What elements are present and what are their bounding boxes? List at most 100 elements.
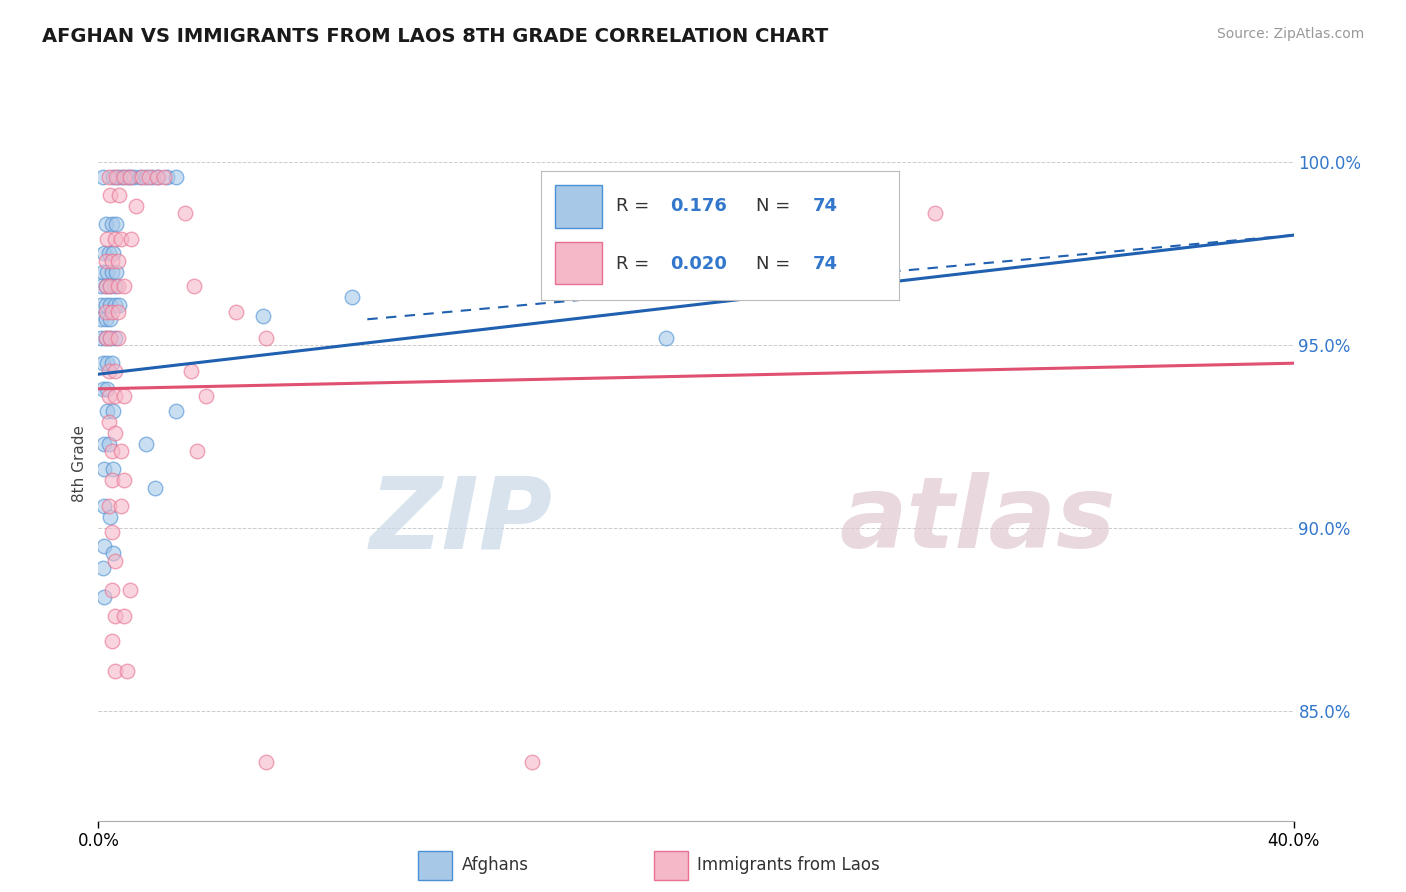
Point [135,169,157,184]
Point [97,363,120,377]
Point [96,232,118,246]
Point [135,436,157,450]
Point [105,217,128,231]
Point [111,169,134,184]
Point [94,298,117,312]
Text: AFGHAN VS IMMIGRANTS FROM LAOS 8TH GRADE CORRELATION CHART: AFGHAN VS IMMIGRANTS FROM LAOS 8TH GRADE… [42,27,828,45]
Point [94,279,117,293]
Point [107,253,129,268]
Point [148,169,170,184]
Text: 0.176: 0.176 [669,197,727,215]
Point [94,279,117,293]
Text: 74: 74 [813,197,838,215]
Point [97,499,120,513]
Point [118,583,141,598]
Point [342,290,364,304]
Point [924,206,946,220]
Point [254,755,277,769]
Point [108,187,131,202]
Point [94,330,117,344]
Point [90,279,112,293]
Point [129,169,152,184]
Point [194,389,218,403]
Point [104,425,127,440]
Point [183,279,205,293]
Point [93,246,115,260]
Point [107,330,129,344]
Point [110,499,132,513]
Point [91,265,114,279]
Point [104,232,127,246]
Point [101,356,124,370]
Point [108,298,131,312]
Point [97,246,120,260]
Bar [555,242,602,285]
Point [101,524,124,539]
Point [165,169,187,184]
Point [104,554,127,568]
Point [96,356,118,370]
Point [143,481,166,495]
Point [98,279,122,293]
Point [98,330,122,344]
Point [94,330,117,344]
Point [94,217,117,231]
Point [96,265,118,279]
Point [90,330,112,344]
Text: N =: N = [756,197,796,215]
Point [112,389,135,403]
Point [93,499,115,513]
Point [118,169,141,184]
Point [104,389,127,403]
Point [112,608,135,623]
Text: R =: R = [616,255,655,273]
Point [93,539,115,553]
Point [105,265,128,279]
Bar [654,851,688,880]
Point [104,330,127,344]
Point [520,755,543,769]
Point [93,436,115,450]
Point [180,363,202,377]
Y-axis label: 8th Grade: 8th Grade [72,425,87,502]
Point [112,473,135,487]
Point [112,279,135,293]
Point [98,312,122,326]
Point [252,309,274,323]
Point [156,169,179,184]
Point [96,382,118,396]
Point [98,298,122,312]
Point [120,232,142,246]
Point [91,382,114,396]
Point [104,279,127,293]
Point [131,169,153,184]
Point [101,265,124,279]
Point [110,232,132,246]
Text: ZIP: ZIP [370,473,553,569]
Point [107,169,129,184]
Point [97,169,120,184]
Point [105,169,128,184]
Text: 0.020: 0.020 [669,255,727,273]
Point [101,253,124,268]
Text: Afghans: Afghans [461,856,529,874]
Point [225,305,247,319]
Point [101,305,124,319]
Bar [419,851,453,880]
Point [101,583,124,598]
Point [174,206,197,220]
Point [97,389,120,403]
Point [98,509,122,524]
Point [103,404,125,418]
Point [115,169,138,184]
Point [101,444,124,458]
Point [93,462,115,476]
Point [98,187,122,202]
Point [153,169,176,184]
Text: 74: 74 [813,255,838,273]
Point [97,415,120,429]
Point [94,253,117,268]
Point [141,169,163,184]
Point [94,312,117,326]
Text: Source: ZipAtlas.com: Source: ZipAtlas.com [1216,27,1364,41]
